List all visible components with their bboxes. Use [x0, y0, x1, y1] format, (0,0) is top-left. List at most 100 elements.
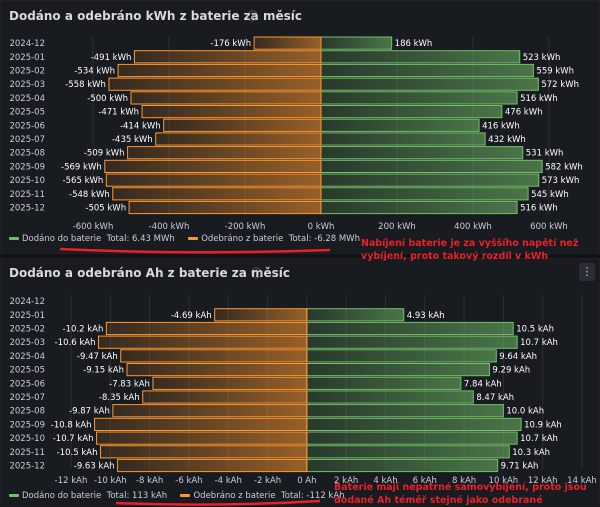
legend-label: Dodáno do baterie [22, 234, 102, 244]
bar-taken [98, 335, 308, 349]
bar-taken [214, 308, 308, 322]
bar-value-label: -569 kWh [61, 162, 102, 172]
bar-value-label: 573 kWh [542, 176, 580, 186]
bar-delivered [320, 63, 534, 78]
bar-taken [253, 36, 322, 50]
bar-value-label: -558 kWh [65, 80, 106, 90]
bar-value-label: -10.2 kAh [63, 325, 104, 335]
bar-taken [142, 390, 308, 404]
bar-taken [96, 431, 308, 445]
bar-taken [126, 363, 308, 377]
bar-taken [112, 404, 308, 418]
bar-delivered [320, 146, 524, 160]
bar-value-label: -10.6 kAh [55, 338, 96, 348]
legend-label: Odebráno z baterie [201, 234, 284, 244]
x-tick-label: -12 kAh [55, 476, 88, 486]
x-tick-label: -8 kAh [136, 476, 163, 486]
bar-value-label: -505 kWh [85, 204, 126, 214]
bar-taken [105, 321, 308, 336]
bar-taken [105, 173, 322, 187]
x-tick-label: 400 kWh [454, 222, 492, 232]
bar-delivered [320, 50, 521, 64]
bar-value-label: 476 kWh [505, 108, 543, 118]
x-tick-label: 0 kWh [308, 222, 335, 232]
bar-delivered [306, 349, 497, 363]
category-label: 2025-12 [9, 462, 45, 472]
bar-value-label: -491 kWh [91, 53, 132, 63]
legend-label: Dodáno do baterie [22, 491, 102, 501]
bar-taken [108, 77, 322, 91]
bar-delivered [320, 200, 518, 215]
legend-total: Total: 113 kAh [106, 491, 168, 501]
bar-value-label: 516 kWh [520, 204, 558, 214]
x-tick-label: -4 kAh [215, 476, 242, 486]
bar-value-label: -534 kWh [74, 67, 115, 77]
panel-title: Dodáno a odebráno Ah z baterie za měsíc [9, 266, 291, 280]
menu-icon[interactable]: ⋮ [579, 263, 595, 281]
bar-taken [130, 91, 322, 105]
category-label: 2025-09 [9, 420, 45, 430]
x-tick-label: 0 Ah [297, 476, 316, 486]
category-label: 2025-01 [9, 311, 45, 321]
bar-value-label: 516 kWh [520, 94, 558, 104]
bar-value-label: 8.47 kAh [476, 393, 514, 403]
legend-item-taken[interactable]: Odebráno z baterie Total: -112 kAh [180, 491, 345, 501]
legend-item-taken[interactable]: Odebráno z baterie Total: -6.28 MWh [188, 234, 360, 244]
bar-value-label: -4.69 kAh [171, 311, 212, 321]
bar-delivered [320, 118, 480, 132]
bar-value-label: -9.87 kAh [69, 407, 110, 417]
bar-delivered [320, 159, 543, 174]
legend-item-delivered[interactable]: Dodáno do baterie Total: 113 kAh [9, 491, 167, 501]
category-label: 2025-08 [9, 149, 45, 159]
bar-taken [141, 105, 322, 119]
bar-value-label: 9.29 kAh [492, 366, 530, 376]
bar-value-label: 10.3 kAh [512, 448, 550, 458]
category-label: 2025-07 [9, 135, 45, 145]
bar-taken [127, 146, 322, 160]
category-label: 2025-10 [9, 176, 45, 186]
bar-value-label: 9.71 kAh [501, 462, 539, 472]
bar-taken [99, 445, 308, 459]
bar-value-label: -176 kWh [210, 39, 251, 49]
x-tick-label: 200 kWh [378, 222, 416, 232]
bar-value-label: 531 kWh [526, 149, 564, 159]
category-label: 2025-06 [9, 379, 45, 389]
bar-value-label: 545 kWh [531, 190, 569, 200]
bar-delivered [320, 187, 529, 201]
x-tick-label: -200 kWh [225, 222, 266, 232]
category-label: 2025-08 [9, 407, 45, 417]
bar-value-label: 9.64 kAh [499, 352, 537, 362]
legend-label: Odebráno z baterie [193, 491, 276, 501]
x-tick-label: 12 kAh [528, 476, 558, 486]
category-label: 2025-06 [9, 121, 45, 131]
bar-delivered [320, 173, 540, 187]
bar-value-label: 582 kWh [545, 162, 583, 172]
chart-kwh: -600 kWh -400 kWh -200 kWh 0 kWh 200 kWh 400 … [9, 36, 583, 232]
bar-value-label: 10.7 kAh [520, 434, 558, 444]
bar-taken [104, 159, 322, 174]
x-tick-label: -400 kWh [149, 222, 190, 232]
bar-value-label: -435 kWh [112, 135, 153, 145]
x-tick-label: 8 kAh [452, 476, 476, 486]
bar-value-label: -8.35 kAh [99, 393, 140, 403]
category-label: 2025-02 [9, 325, 45, 335]
bar-value-label: 432 kWh [488, 135, 526, 145]
bar-value-label: -548 kWh [69, 190, 110, 200]
x-tick-label: 2 kAh [334, 476, 358, 486]
legend-item-delivered[interactable]: Dodáno do baterie Total: 6.43 MWh [9, 234, 175, 244]
info-icon[interactable]: ⓘ [251, 267, 262, 280]
bar-delivered [306, 445, 510, 459]
bar-value-label: 572 kWh [541, 80, 579, 90]
bar-delivered [306, 431, 518, 445]
panel-title: Dodáno a odebráno kWh z baterie za měsíc [9, 9, 302, 23]
bar-value-label: -9.63 kAh [74, 462, 115, 472]
category-label: 2025-01 [9, 53, 45, 63]
bar-delivered [306, 404, 504, 418]
bar-taken [117, 63, 322, 78]
chart-ah: -12 kAh -10 kAh -8 kAh -6 kAh -4 kAh -2 kAh 0 … [9, 295, 597, 486]
legend-total: Total: -112 kAh [281, 491, 345, 501]
category-label: 2025-03 [9, 338, 45, 348]
category-label: 2025-03 [9, 80, 45, 90]
x-tick-label: 6 kAh [413, 476, 437, 486]
info-icon[interactable]: ⓘ [247, 10, 258, 23]
